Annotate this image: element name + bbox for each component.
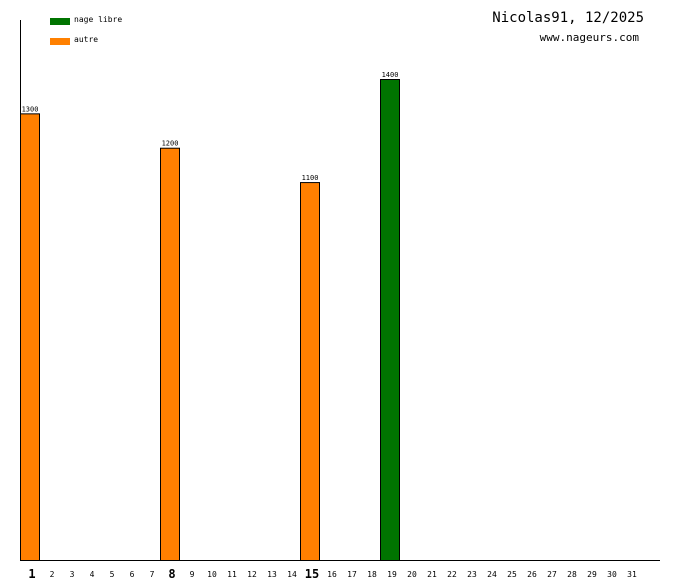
x-tick-label-29: 29 xyxy=(587,570,597,579)
x-tick-label-10: 10 xyxy=(207,570,217,579)
bar-1-autre xyxy=(20,113,40,561)
x-tick-label-4: 4 xyxy=(90,570,95,579)
x-tick-label-17: 17 xyxy=(347,570,357,579)
value-label-1: 1300 xyxy=(22,105,39,113)
x-tick-label-24: 24 xyxy=(487,570,497,579)
legend-swatch-autre xyxy=(50,38,70,45)
x-tick-label-23: 23 xyxy=(467,570,477,579)
bar-19-nage-libre xyxy=(380,79,400,561)
x-tick-label-19: 19 xyxy=(387,570,397,579)
x-tick-label-15: 15 xyxy=(305,567,319,580)
x-tick-label-2: 2 xyxy=(50,570,55,579)
x-tick-label-26: 26 xyxy=(527,570,537,579)
legend-label-autre: autre xyxy=(74,35,99,44)
x-tick-label-12: 12 xyxy=(247,570,257,579)
x-tick-labels: 1 2 3 4 5 6 7 8 9 10 11 12 13 14 15 16 17 18 19 20 21 22 23 24 2… xyxy=(28,567,637,580)
axes xyxy=(20,20,660,561)
bar-8-autre xyxy=(160,147,180,561)
x-tick-label-18: 18 xyxy=(367,570,377,579)
legend-label-nage-libre: nage libre xyxy=(74,15,123,24)
value-label-15: 1100 xyxy=(302,174,319,182)
legend-swatch-nage-libre xyxy=(50,18,70,25)
x-tick-label-25: 25 xyxy=(507,570,517,579)
x-tick-label-13: 13 xyxy=(267,570,277,579)
x-tick-label-21: 21 xyxy=(427,570,437,579)
x-tick-label-6: 6 xyxy=(130,570,135,579)
x-tick-label-7: 7 xyxy=(150,570,155,579)
x-tick-label-8: 8 xyxy=(168,567,175,580)
chart-subtitle: www.nageurs.com xyxy=(539,31,639,44)
value-label-8: 1200 xyxy=(162,140,179,148)
x-tick-label-22: 22 xyxy=(447,570,457,579)
bars xyxy=(20,79,400,561)
x-tick-label-20: 20 xyxy=(407,570,417,579)
value-label-19: 1400 xyxy=(382,71,399,79)
x-tick-label-1: 1 xyxy=(28,567,35,580)
x-tick-label-5: 5 xyxy=(110,570,115,579)
x-tick-label-30: 30 xyxy=(607,570,617,579)
x-tick-label-28: 28 xyxy=(567,570,577,579)
x-tick-label-9: 9 xyxy=(190,570,195,579)
x-tick-label-31: 31 xyxy=(627,570,637,579)
x-tick-label-11: 11 xyxy=(227,570,237,579)
x-tick-label-16: 16 xyxy=(327,570,337,579)
x-tick-label-3: 3 xyxy=(70,570,75,579)
bar-15-autre xyxy=(300,182,320,561)
chart-title: Nicolas91, 12/2025 xyxy=(492,10,644,26)
x-tick-label-14: 14 xyxy=(287,570,297,579)
x-tick-label-27: 27 xyxy=(547,570,557,579)
value-labels: 1400 1300 1200 1100 xyxy=(22,71,399,182)
